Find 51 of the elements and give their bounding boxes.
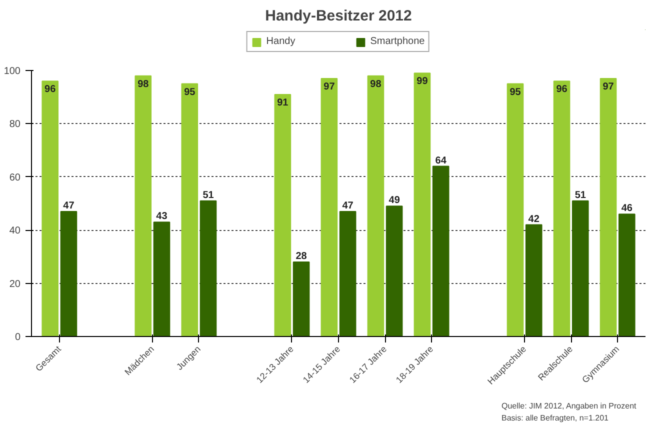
- bar: [181, 83, 198, 336]
- data-label: 97: [324, 81, 336, 92]
- bar: [42, 80, 59, 336]
- data-label: 47: [342, 200, 354, 212]
- data-label: 91: [277, 97, 289, 108]
- bar: [553, 80, 570, 336]
- bar: [414, 72, 431, 336]
- bar: [600, 78, 617, 336]
- y-tick-label: 0: [14, 332, 21, 343]
- data-label: 99: [416, 76, 428, 88]
- bar: [274, 94, 292, 336]
- bar: [134, 75, 152, 336]
- data-label: 47: [63, 200, 75, 212]
- data-label: 49: [388, 195, 400, 206]
- legend-label: Handy: [266, 36, 296, 47]
- bar: [339, 210, 356, 336]
- bar: [367, 75, 384, 336]
- y-tick-label: 80: [9, 119, 21, 130]
- data-label: 96: [556, 84, 568, 96]
- data-label: 51: [202, 190, 214, 201]
- bar: [572, 200, 589, 336]
- bar: [60, 210, 78, 336]
- source-note: Quelle: JIM 2012, Angaben in Prozent: [502, 402, 638, 410]
- data-label: 42: [528, 214, 540, 225]
- data-label: 28: [296, 251, 308, 262]
- bar: [386, 206, 403, 336]
- y-tick-label: 100: [4, 66, 21, 77]
- bar: [292, 262, 310, 336]
- data-label: 95: [184, 86, 196, 98]
- data-label: 46: [621, 203, 633, 214]
- data-label: 98: [138, 78, 150, 90]
- data-label: 43: [156, 211, 168, 222]
- bar: [525, 224, 542, 336]
- data-label: 96: [44, 84, 56, 96]
- y-tick-label: 20: [9, 278, 21, 290]
- bar: [200, 200, 217, 336]
- bar: [153, 222, 170, 336]
- chart-title: Handy-Besitzer 2012: [265, 8, 412, 24]
- data-label: 51: [574, 190, 586, 201]
- bar: [432, 166, 450, 336]
- bar: [618, 214, 636, 336]
- data-label: 97: [602, 81, 614, 92]
- y-tick-label: 40: [9, 226, 21, 237]
- data-label: 98: [370, 78, 382, 90]
- data-label: 95: [510, 86, 522, 98]
- data-label: 64: [435, 155, 447, 166]
- bar: [320, 78, 338, 336]
- text: Basis: alle Befragten, n=1.201: [502, 414, 610, 422]
- y-tick-label: 60: [9, 172, 21, 184]
- legend-label: Smartphone: [370, 36, 425, 47]
- bar: [506, 83, 524, 336]
